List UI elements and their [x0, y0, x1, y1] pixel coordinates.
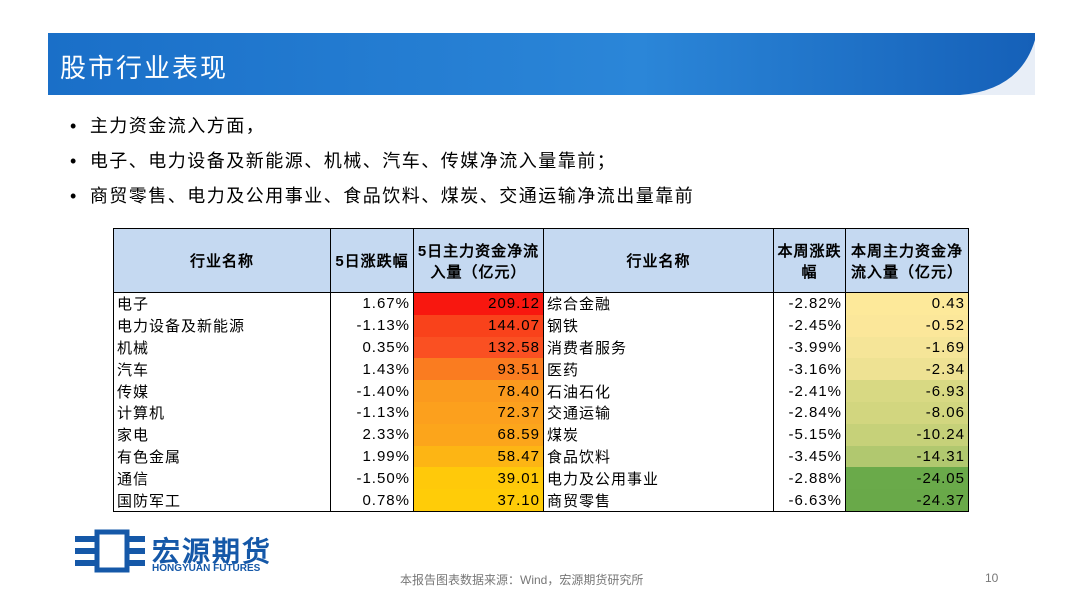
table-cell: 37.10 — [413, 489, 544, 512]
table-cell: 1.99% — [330, 445, 414, 468]
table-cell: -2.88% — [773, 467, 846, 490]
table-cell: 汽车 — [113, 358, 331, 381]
logo-name: 宏源期货 — [152, 536, 273, 567]
table-cell: 0.35% — [330, 336, 414, 359]
table-cell: -5.15% — [773, 423, 846, 446]
table-cell: -1.69 — [845, 336, 969, 359]
table-cell: 交通运输 — [543, 401, 774, 424]
table-row: 通信 -1.50% 39.01 电力及公用事业 -2.88% -24.05 — [113, 467, 969, 490]
logo-english: HONGYUAN FUTURES — [152, 563, 261, 574]
table-cell: -3.45% — [773, 445, 846, 468]
page-number: 10 — [985, 571, 999, 585]
table-cell: 商贸零售 — [543, 489, 774, 512]
table-cell: 医药 — [543, 358, 774, 381]
table-cell: 39.01 — [413, 467, 544, 490]
table-cell: -3.16% — [773, 358, 846, 381]
table-cell: 消费者服务 — [543, 336, 774, 359]
table-cell: 1.43% — [330, 358, 414, 381]
column-header: 本周主力资金净流入量（亿元） — [845, 228, 969, 293]
table-row: 有色金属 1.99% 58.47 食品饮料 -3.45% -14.31 — [113, 445, 969, 468]
table-cell: 78.40 — [413, 380, 544, 402]
table-cell: -24.37 — [845, 489, 969, 512]
table-cell: -0.52 — [845, 314, 969, 337]
table-cell: 1.67% — [330, 292, 414, 315]
table-cell: 电力及公用事业 — [543, 467, 774, 490]
table-row: 国防军工 0.78% 37.10 商贸零售 -6.63% -24.37 — [113, 489, 969, 512]
table-row: 电子 1.67% 209.12 综合金融 -2.82% 0.43 — [113, 292, 969, 315]
table-cell: 计算机 — [113, 401, 331, 424]
table-cell: 综合金融 — [543, 292, 774, 315]
table-row: 计算机 -1.13% 72.37 交通运输 -2.84% -8.06 — [113, 401, 969, 424]
table-cell: 通信 — [113, 467, 331, 490]
table-cell: -1.13% — [330, 314, 414, 337]
table-cell: 58.47 — [413, 445, 544, 468]
table-cell: 食品饮料 — [543, 445, 774, 468]
column-header: 5日涨跌幅 — [330, 228, 414, 293]
table-cell: 209.12 — [413, 292, 544, 315]
table-cell: -1.50% — [330, 467, 414, 490]
table-cell: -2.41% — [773, 380, 846, 402]
table-cell: -24.05 — [845, 467, 969, 490]
source-note: 本报告图表数据来源：Wind，宏源期货研究所 — [400, 573, 644, 587]
table-cell: 144.07 — [413, 314, 544, 337]
table-cell: -1.40% — [330, 380, 414, 402]
table-cell: -2.84% — [773, 401, 846, 424]
table-row: 机械 0.35% 132.58 消费者服务 -3.99% -1.69 — [113, 336, 969, 359]
column-header: 本周涨跌幅 — [773, 228, 846, 293]
table-row: 传媒 -1.40% 78.40 石油石化 -2.41% -6.93 — [113, 380, 969, 402]
bullet: 电子、电力设备及新能源、机械、汽车、传媒净流入量靠前； — [70, 147, 694, 182]
table-cell: 0.78% — [330, 489, 414, 512]
bullet: 商贸零售、电力及公用事业、食品饮料、煤炭、交通运输净流出量靠前 — [70, 182, 694, 217]
header-bar — [48, 33, 1035, 95]
table-row: 汽车 1.43% 93.51 医药 -3.16% -2.34 — [113, 358, 969, 381]
table-cell: 机械 — [113, 336, 331, 359]
table-cell: -6.93 — [845, 380, 969, 402]
table-cell: -10.24 — [845, 423, 969, 446]
table-row: 电力设备及新能源 -1.13% 144.07 钢铁 -2.45% -0.52 — [113, 314, 969, 337]
data-table: 行业名称 5日涨跌幅 5日主力资金净流入量（亿元） 行业名称 本周涨跌幅 本周主力资金净流… — [113, 228, 969, 512]
table-cell: 有色金属 — [113, 445, 331, 468]
table-cell: 132.58 — [413, 336, 544, 359]
table-row: 家电 2.33% 68.59 煤炭 -5.15% -10.24 — [113, 423, 969, 446]
table-cell: -6.63% — [773, 489, 846, 512]
table-cell: -8.06 — [845, 401, 969, 424]
table-cell: 家电 — [113, 423, 331, 446]
title: 股市行业表现 — [60, 53, 229, 83]
table-cell: 国防军工 — [113, 489, 331, 512]
table-cell: -2.34 — [845, 358, 969, 381]
table-cell: -2.82% — [773, 292, 846, 315]
table-cell: 72.37 — [413, 401, 544, 424]
table-cell: 93.51 — [413, 358, 544, 381]
table-cell: 煤炭 — [543, 423, 774, 446]
table-cell: 2.33% — [330, 423, 414, 446]
header-curve — [960, 40, 1035, 95]
table-cell: 68.59 — [413, 423, 544, 446]
table-cell: 电子 — [113, 292, 331, 315]
column-header: 5日主力资金净流入量（亿元） — [413, 228, 544, 293]
table-cell: -14.31 — [845, 445, 969, 468]
table-cell: 石油石化 — [543, 380, 774, 402]
table-cell: 传媒 — [113, 380, 331, 402]
table-cell: 钢铁 — [543, 314, 774, 337]
table-cell: 0.43 — [845, 292, 969, 315]
bullet: 主力资金流入方面， — [70, 112, 694, 147]
table-cell: -3.99% — [773, 336, 846, 359]
table-cell: -2.45% — [773, 314, 846, 337]
table-cell: -1.13% — [330, 401, 414, 424]
logo-icon — [75, 529, 145, 573]
column-header: 行业名称 — [543, 228, 774, 293]
bullets: 主力资金流入方面，电子、电力设备及新能源、机械、汽车、传媒净流入量靠前；商贸零售… — [70, 112, 694, 217]
table-cell: 电力设备及新能源 — [113, 314, 331, 337]
column-header: 行业名称 — [113, 228, 331, 293]
